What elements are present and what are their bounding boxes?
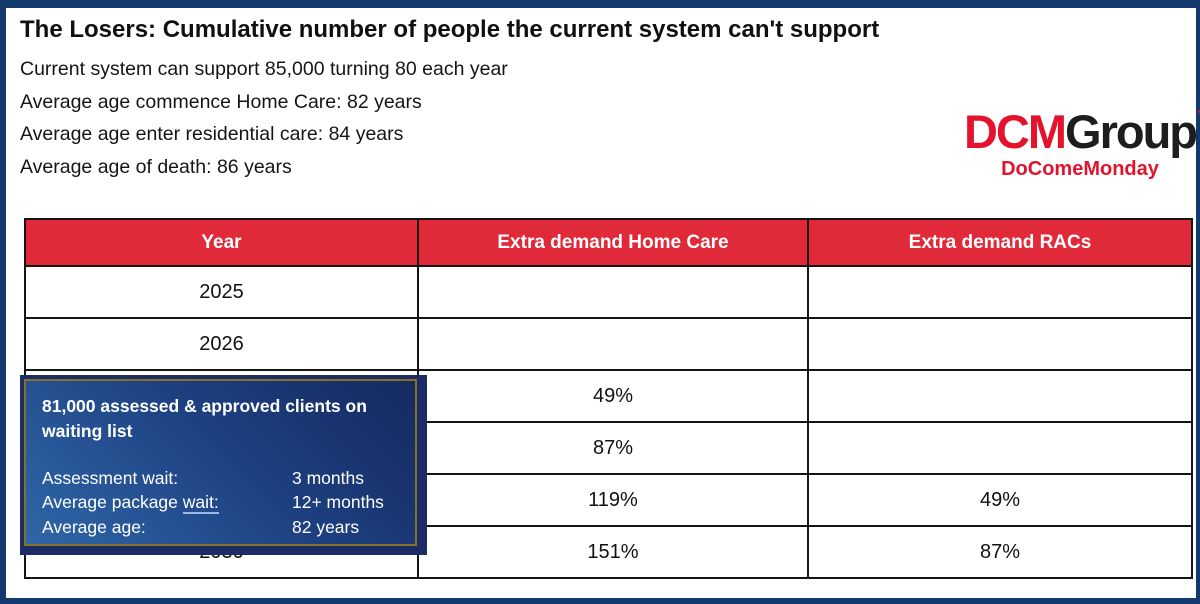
table-row: 2026 [24,317,1193,371]
logo-wordmark: DCMGroup [963,105,1200,158]
callout-row-package-wait: Average package wait: 12+ months [42,490,399,515]
cell-home-care [417,317,809,371]
callout-row-assessment-wait: Assessment wait: 3 months [42,466,399,491]
logo-dcm-text: DCM [963,105,1067,158]
dcm-group-logo: DCMGroup DoComeMonday [962,105,1200,181]
callout-label: Average package wait: [42,492,219,515]
cell-home-care: 151% [417,525,809,579]
callout-rows: Assessment wait: 3 months Average packag… [42,466,399,540]
table-row: 2025 [24,265,1193,319]
cell-racs: 87% [807,525,1193,579]
callout-value: 3 months [292,467,364,488]
header-year: Year [24,218,419,267]
cell-racs [807,317,1193,371]
header-block: The Losers: Cumulative number of people … [20,16,950,183]
waiting-list-callout-body: 81,000 assessed & approved clients on wa… [24,379,417,546]
demand-table: Year Extra demand Home Care Extra demand… [24,218,1193,579]
callout-label: Average age: [42,516,146,537]
callout-row-average-age: Average age: 82 years [42,515,399,540]
callout-label: Assessment wait: [42,467,179,488]
logo-group-text: Group [1065,105,1198,158]
callout-value: 12+ months [292,492,384,513]
table-header-row: Year Extra demand Home Care Extra demand… [24,218,1193,267]
cell-home-care: 87% [417,421,809,475]
cell-racs [807,369,1193,423]
callout-title: 81,000 assessed & approved clients on wa… [42,396,367,442]
logo-tagline: DoComeMonday [1001,158,1159,180]
callout-value: 82 years [292,516,360,537]
cell-racs [807,265,1193,319]
subtitle-line-4: Average age of death: 86 years [20,155,292,178]
subtitle-line-2: Average age commence Home Care: 82 years [20,90,422,113]
header-extra-demand-home-care: Extra demand Home Care [417,218,809,267]
cell-racs: 49% [807,473,1193,527]
cell-racs [807,421,1193,475]
cell-year: 2025 [24,265,419,319]
subtitle-line-1: Current system can support 85,000 turnin… [20,58,508,80]
cell-home-care: 119% [417,473,809,527]
header-extra-demand-racs: Extra demand RACs [807,218,1193,267]
cell-home-care: 49% [417,369,809,423]
page-title: The Losers: Cumulative number of people … [20,16,880,43]
waiting-list-callout: 81,000 assessed & approved clients on wa… [20,375,427,555]
subtitle-line-3: Average age enter residential care: 84 y… [20,123,404,145]
cell-year: 2026 [24,317,419,371]
cell-home-care [417,265,809,319]
